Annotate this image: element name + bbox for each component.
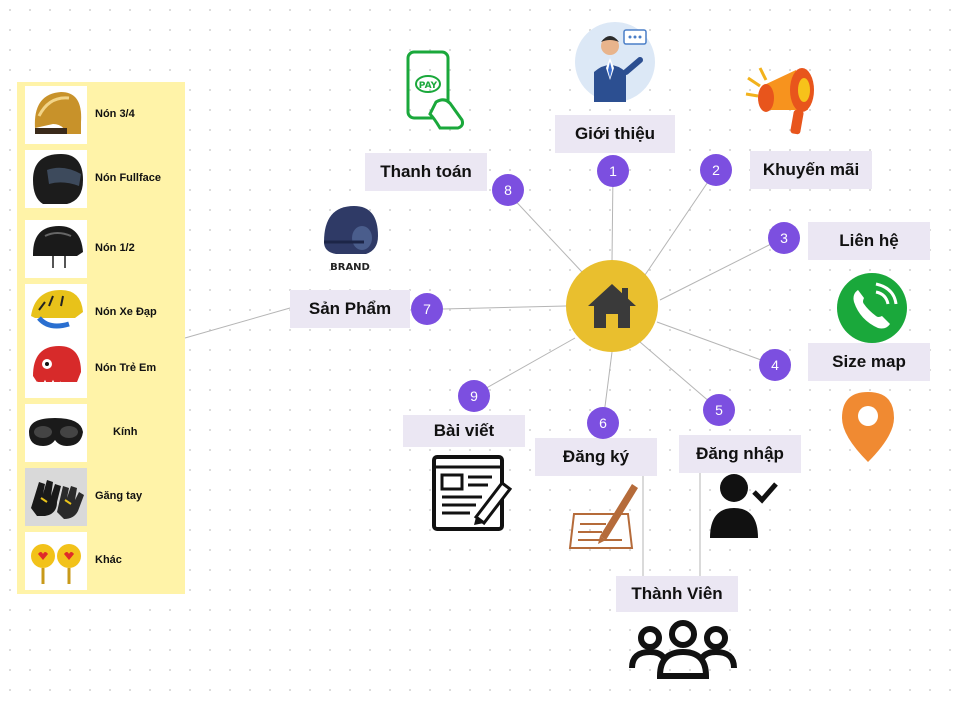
product-item-kids[interactable]: Nón Trẻ Em (21, 338, 181, 398)
product-item-bike[interactable]: Nón Xe Đạp (21, 282, 181, 342)
product-item-other[interactable]: Khác (21, 530, 181, 590)
badge-4: 4 (759, 349, 791, 381)
article-icon (432, 455, 513, 538)
node-lien-he[interactable]: Liên hệ (808, 222, 930, 260)
badge-3: 3 (768, 222, 800, 254)
badge-2: 2 (700, 154, 732, 186)
product-label: Khác (95, 554, 122, 566)
home-icon (588, 284, 636, 328)
helmet-3-4-icon (25, 86, 87, 144)
badge-5: 5 (703, 394, 735, 426)
node-gioi-thieu[interactable]: Giới thiệu (555, 115, 675, 153)
home-hub[interactable] (566, 260, 658, 352)
edge-san-pham (442, 305, 567, 310)
product-label: Nón 3/4 (95, 108, 135, 120)
megaphone-icon (742, 58, 826, 143)
edge-khuyen-mai (644, 169, 717, 276)
product-category-panel: Nón 3/4 Nón Fullface Nón 1/2 (17, 82, 185, 594)
badge-7: 7 (411, 293, 443, 325)
product-item-fullface[interactable]: Nón Fullface (21, 148, 181, 208)
edge-thanh-toan (507, 192, 583, 273)
product-label: Nón Xe Đạp (95, 306, 157, 318)
product-item-half[interactable]: Nón 1/2 (21, 218, 181, 278)
signing-document-icon (566, 480, 638, 555)
gloves-icon (25, 468, 87, 526)
node-san-pham[interactable]: Sản Phẩm (290, 290, 410, 328)
badge-8: 8 (492, 174, 524, 206)
product-label: Nón Trẻ Em (95, 362, 157, 374)
badge-6: 6 (587, 407, 619, 439)
badge-9: 9 (458, 380, 490, 412)
helmet-fullface-icon (25, 150, 87, 208)
pay-text: PAY (419, 81, 438, 91)
node-bai-viet[interactable]: Bài viết (403, 415, 525, 447)
user-check-icon (708, 470, 778, 545)
other-icon (25, 532, 87, 590)
edge-dang-nhap (639, 341, 719, 410)
product-label: Kính (113, 426, 138, 438)
product-item-goggles[interactable]: Kính (21, 402, 181, 462)
brand-text: BRAND (330, 262, 370, 273)
product-item-3-4[interactable]: Nón 3/4 (21, 84, 181, 144)
edge-products (184, 307, 291, 339)
members-group-icon (628, 620, 738, 685)
phone-call-icon (836, 272, 908, 349)
bike-helmet-icon (25, 284, 87, 342)
goggles-icon (25, 404, 87, 462)
edge-bai-viet (473, 337, 576, 396)
node-khuyen-mai[interactable]: Khuyến mãi (750, 151, 872, 189)
node-thanh-toan[interactable]: Thanh toán (365, 153, 487, 191)
helmet-half-icon (25, 220, 87, 278)
product-label: Găng tay (95, 490, 143, 502)
product-item-gloves[interactable]: Găng tay (21, 466, 181, 526)
product-label: Nón 1/2 (95, 242, 135, 254)
node-dang-ky[interactable]: Đăng ký (535, 438, 657, 476)
kids-helmet-icon (25, 340, 87, 398)
node-thanh-vien[interactable]: Thành Viên (616, 576, 738, 612)
edge-size-map (656, 321, 773, 365)
product-label: Nón Fullface (95, 172, 162, 184)
presenter-icon (572, 20, 658, 109)
node-dang-nhap[interactable]: Đăng nhập (679, 435, 801, 473)
brand-helmet-icon: BRAND (318, 202, 382, 279)
location-pin-icon (840, 390, 896, 469)
badge-1: 1 (597, 155, 629, 187)
pay-phone-icon: PAY (402, 50, 468, 135)
node-size-map[interactable]: Size map (808, 343, 930, 381)
edge-lien-he (659, 237, 784, 301)
